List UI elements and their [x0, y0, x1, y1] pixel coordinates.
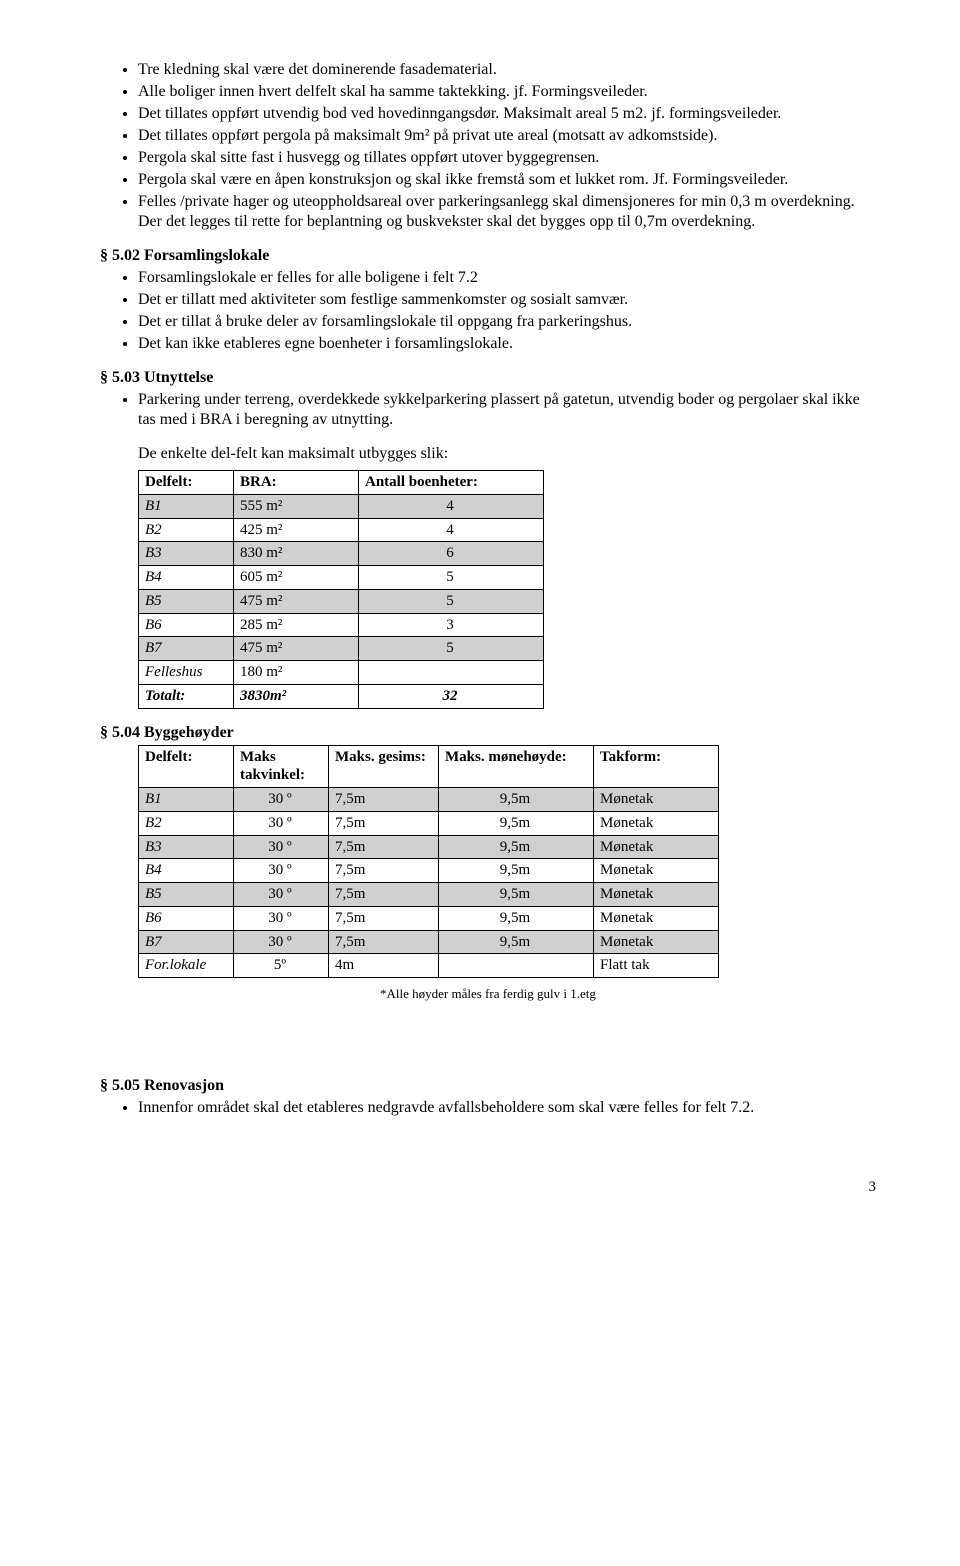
section-502-head: § 5.02 Forsamlingslokale [100, 246, 880, 266]
list-item: Det er tillatt med aktiviteter som festl… [138, 290, 880, 310]
table-row: B1555 m²4 [139, 494, 544, 518]
table-row: B230 º7,5m9,5mMønetak [139, 811, 719, 835]
col-antall: Antall boenheter: [359, 471, 544, 495]
page-number: 3 [100, 1178, 880, 1197]
table-row: B330 º7,5m9,5mMønetak [139, 835, 719, 859]
section-504-head: § 5.04 Byggehøyder [100, 723, 880, 743]
col-takform: Takform: [594, 745, 719, 788]
list-item: Alle boliger innen hvert delfelt skal ha… [138, 82, 880, 102]
table-row: B730 º7,5m9,5mMønetak [139, 930, 719, 954]
section-503-head: § 5.03 Utnyttelse [100, 368, 880, 388]
section-503-bullets: Parkering under terreng, overdekkede syk… [100, 390, 880, 430]
section-505-head: § 5.05 Renovasjon [100, 1076, 880, 1096]
col-bra: BRA: [234, 471, 359, 495]
col-takvinkel: Maks takvinkel: [234, 745, 329, 788]
list-item: Forsamlingslokale er felles for alle bol… [138, 268, 880, 288]
col-monehoyde: Maks. mønehøyde: [439, 745, 594, 788]
table-row: Felleshus180 m² [139, 661, 544, 685]
list-item: Pergola skal sitte fast i husvegg og til… [138, 148, 880, 168]
list-item: Det tillates oppført utvendig bod ved ho… [138, 104, 880, 124]
list-item: Parkering under terreng, overdekkede syk… [138, 390, 880, 430]
table-row: B3830 m²6 [139, 542, 544, 566]
list-item: Tre kledning skal være det dominerende f… [138, 60, 880, 80]
table-row: B130 º7,5m9,5mMønetak [139, 788, 719, 812]
list-item: Det er tillat å bruke deler av forsamlin… [138, 312, 880, 332]
table-row: B7475 m²5 [139, 637, 544, 661]
list-item: Pergola skal være en åpen konstruksjon o… [138, 170, 880, 190]
table-byggehoyder: Delfelt: Maks takvinkel: Maks. gesims: M… [138, 745, 719, 979]
table-footnote: *Alle høyder måles fra ferdig gulv i 1.e… [380, 986, 880, 1002]
table-row: B5475 m²5 [139, 589, 544, 613]
section-502-bullets: Forsamlingslokale er felles for alle bol… [100, 268, 880, 354]
list-item: Det kan ikke etableres egne boenheter i … [138, 334, 880, 354]
table-row: B6285 m²3 [139, 613, 544, 637]
table-row: For.lokale5º4mFlatt tak [139, 954, 719, 978]
table-row: B430 º7,5m9,5mMønetak [139, 859, 719, 883]
table-row: B630 º7,5m9,5mMønetak [139, 906, 719, 930]
col-gesims: Maks. gesims: [329, 745, 439, 788]
section-505-bullets: Innenfor området skal det etableres nedg… [100, 1098, 880, 1118]
table-row-total: Totalt: 3830m² 32 [139, 684, 544, 708]
table-row: B4605 m²5 [139, 566, 544, 590]
table-row: B2425 m²4 [139, 518, 544, 542]
table-utnyttelse: Delfelt: BRA: Antall boenheter: B1555 m²… [138, 470, 544, 709]
list-item: Felles /private hager og uteoppholdsarea… [138, 192, 880, 232]
col-delfelt2: Delfelt: [139, 745, 234, 788]
list-item: Det tillates oppført pergola på maksimal… [138, 126, 880, 146]
list-item: Innenfor området skal det etableres nedg… [138, 1098, 880, 1118]
col-delfelt: Delfelt: [139, 471, 234, 495]
table-row: B530 º7,5m9,5mMønetak [139, 883, 719, 907]
section-503-intro: De enkelte del-felt kan maksimalt utbygg… [138, 444, 880, 464]
top-bullet-list: Tre kledning skal være det dominerende f… [100, 60, 880, 232]
